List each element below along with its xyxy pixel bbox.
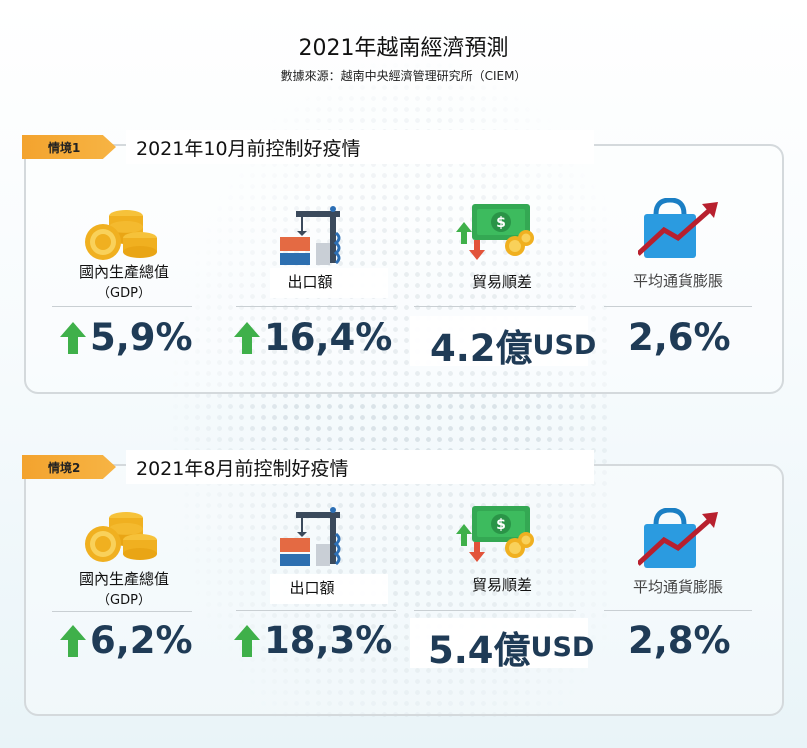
trade-value-box — [410, 618, 588, 668]
shopping-bag-chart-icon — [638, 198, 720, 260]
trade-value-box — [410, 316, 588, 366]
money-trade-icon — [456, 506, 534, 562]
divider — [604, 610, 752, 611]
export-value: 16,4% — [234, 316, 392, 359]
scenario-2-tag: 情境2 — [22, 455, 116, 479]
trade-label: 貿易順差 — [471, 576, 532, 594]
trade-value: 4.2億 USD — [430, 327, 597, 370]
arrow-up-icon — [60, 321, 86, 354]
arrow-up-icon — [234, 624, 260, 657]
money-trade-icon — [456, 204, 534, 260]
divider — [604, 306, 752, 307]
scenario-1-tag: 情境1 — [22, 135, 116, 159]
inflation-label: 平均通貨膨脹 — [632, 578, 723, 596]
coins-icon — [85, 512, 157, 562]
divider — [236, 610, 396, 611]
export-label: 出口額 — [289, 579, 335, 597]
trade-label: 貿易順差 — [471, 273, 532, 291]
shopping-bag-chart-icon — [638, 508, 720, 570]
export-label: 出口額 — [287, 273, 333, 291]
inflation-value: 2,6% — [628, 316, 731, 359]
inflation-label: 平均通貨膨脹 — [632, 272, 723, 290]
gdp-label: 國內生產總值 （GDP） — [78, 570, 169, 608]
scenario-1-panel — [24, 144, 784, 394]
divider — [236, 306, 396, 307]
arrow-up-icon — [60, 624, 86, 657]
divider — [52, 306, 192, 307]
arrow-up-icon — [234, 321, 260, 354]
cargo-crane-icon — [278, 505, 342, 568]
gdp-value: 5,9% — [60, 316, 193, 359]
data-source: 數據來源：越南中央經濟管理研究所（CIEM） — [280, 69, 527, 83]
gdp-value: 6,2% — [60, 619, 193, 662]
trade-value: 5.4億 USD — [428, 629, 595, 672]
divider — [414, 306, 576, 307]
coins-icon — [85, 210, 157, 260]
scenario-2-heading: 2021年8月前控制好疫情 — [126, 450, 594, 484]
divider — [52, 611, 192, 612]
scenario-2-panel — [24, 464, 784, 716]
export-label-box — [270, 574, 388, 604]
gdp-label: 國內生產總值 （GDP） — [78, 263, 169, 301]
page-title: 2021年越南經濟預測 — [298, 36, 509, 61]
divider — [414, 610, 576, 611]
inflation-value: 2,8% — [628, 619, 731, 662]
scenario-1-heading: 2021年10月前控制好疫情 — [126, 130, 594, 164]
export-value: 18,3% — [234, 619, 392, 662]
export-label-box — [270, 268, 388, 298]
cargo-crane-icon — [278, 204, 342, 267]
